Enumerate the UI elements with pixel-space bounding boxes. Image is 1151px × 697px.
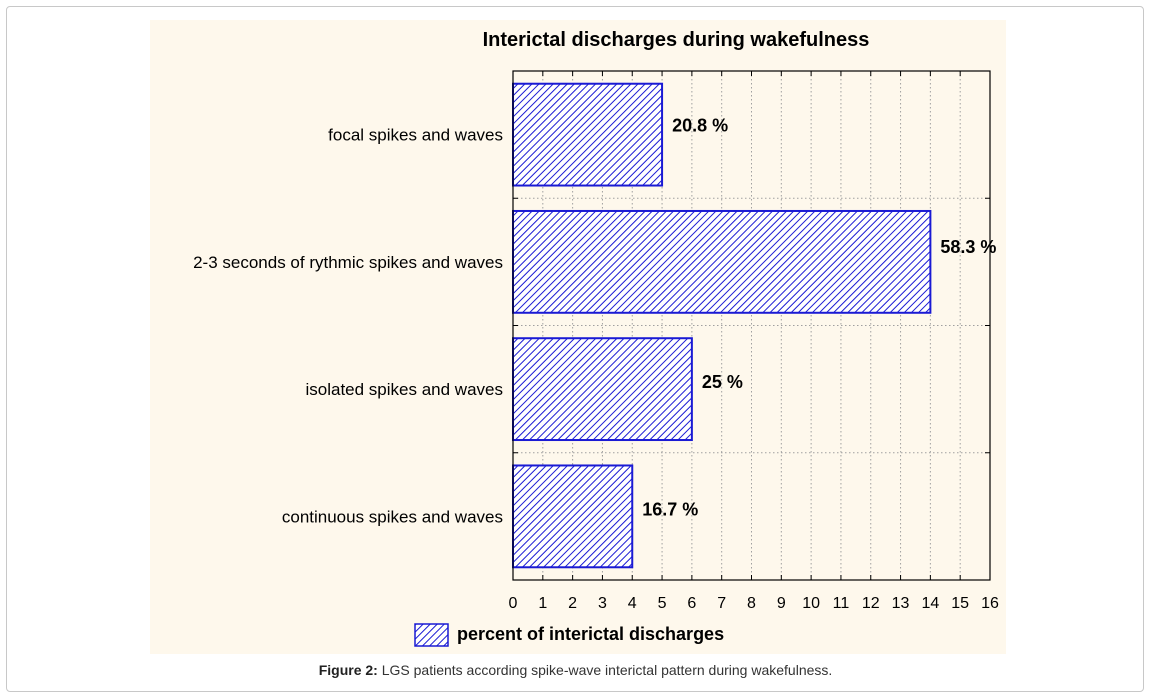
bar xyxy=(512,82,664,187)
x-tick-label: 15 xyxy=(951,595,969,612)
x-tick-label: 11 xyxy=(833,595,850,612)
x-tick-label: 5 xyxy=(658,595,667,612)
data-label: 25 % xyxy=(702,372,743,392)
caption-text: LGS patients according spike-wave interi… xyxy=(377,662,833,678)
legend-swatch xyxy=(414,623,449,647)
category-labels: focal spikes and waves 2-3 seconds of ryt… xyxy=(193,126,503,527)
data-label: 20.8 % xyxy=(672,116,728,136)
x-tick-label: 16 xyxy=(981,595,999,612)
x-tick-label: 8 xyxy=(747,595,756,612)
x-tick-label: 13 xyxy=(892,595,910,612)
chart-title: Interictal discharges during wakefulness xyxy=(483,29,870,51)
x-tick-label: 14 xyxy=(921,595,939,612)
bar xyxy=(512,337,693,442)
x-tick-label: 7 xyxy=(717,595,726,612)
x-tick-label: 0 xyxy=(509,595,518,612)
data-label: 58.3 % xyxy=(940,237,996,257)
category-label: focal spikes and waves xyxy=(328,126,503,145)
bars: 20.8 % 58.3 % 25 % 16.7 % xyxy=(512,82,996,569)
x-tick-label: 2 xyxy=(568,595,577,612)
x-tick-label: 12 xyxy=(862,595,880,612)
x-tick-label: 3 xyxy=(598,595,607,612)
bar xyxy=(512,464,634,569)
category-label: 2-3 seconds of rythmic spikes and waves xyxy=(193,253,503,272)
x-tick-label: 6 xyxy=(687,595,696,612)
legend-label: percent of interictal discharges xyxy=(457,624,724,644)
x-tick-label: 4 xyxy=(628,595,637,612)
x-tick-label: 9 xyxy=(777,595,786,612)
caption-label: Figure 2: xyxy=(318,662,378,678)
x-tick-label: 1 xyxy=(538,595,547,612)
data-label: 16.7 % xyxy=(642,499,698,519)
bar xyxy=(512,209,932,314)
plot-area-border xyxy=(512,70,991,581)
category-label: isolated spikes and waves xyxy=(305,380,503,399)
figure-caption: Figure 2: LGS patients according spike-w… xyxy=(0,662,1151,678)
legend: percent of interictal discharges xyxy=(414,623,724,647)
x-axis: 0 1 2 3 4 5 6 7 8 9 10 11 12 13 14 15 16 xyxy=(509,71,999,612)
x-tick-label: 10 xyxy=(802,595,820,612)
category-label: continuous spikes and waves xyxy=(282,507,503,526)
